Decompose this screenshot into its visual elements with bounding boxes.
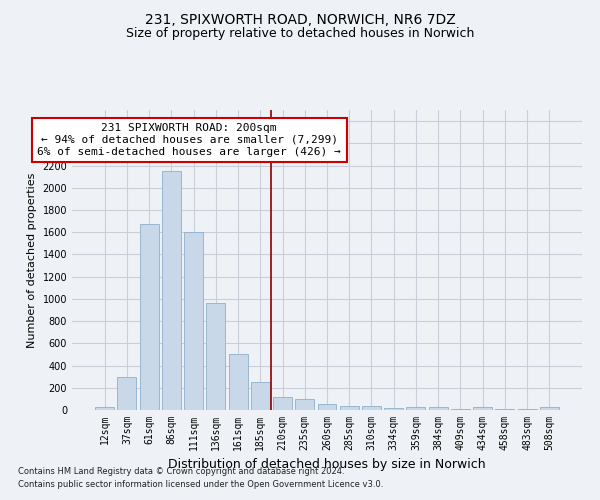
Bar [184, 232, 203, 410]
Text: Contains HM Land Registry data © Crown copyright and database right 2024.: Contains HM Land Registry data © Crown c… [18, 467, 344, 476]
Bar [251, 382, 270, 410]
Bar [229, 354, 248, 410]
Bar [95, 407, 114, 410]
Bar [473, 407, 492, 410]
Text: 231 SPIXWORTH ROAD: 200sqm
← 94% of detached houses are smaller (7,299)
6% of se: 231 SPIXWORTH ROAD: 200sqm ← 94% of deta… [37, 124, 341, 156]
Bar [540, 407, 559, 410]
Text: Size of property relative to detached houses in Norwich: Size of property relative to detached ho… [126, 28, 474, 40]
Y-axis label: Number of detached properties: Number of detached properties [27, 172, 37, 348]
Bar [429, 407, 448, 410]
Bar [362, 406, 381, 410]
Bar [140, 224, 158, 410]
Bar [317, 404, 337, 410]
Bar [406, 407, 425, 410]
Text: Contains public sector information licensed under the Open Government Licence v3: Contains public sector information licen… [18, 480, 383, 489]
Bar [162, 171, 181, 410]
Bar [206, 304, 225, 410]
Bar [340, 406, 359, 410]
Bar [384, 408, 403, 410]
Bar [295, 399, 314, 410]
Bar [118, 376, 136, 410]
X-axis label: Distribution of detached houses by size in Norwich: Distribution of detached houses by size … [168, 458, 486, 471]
Bar [273, 396, 292, 410]
Text: 231, SPIXWORTH ROAD, NORWICH, NR6 7DZ: 231, SPIXWORTH ROAD, NORWICH, NR6 7DZ [145, 12, 455, 26]
